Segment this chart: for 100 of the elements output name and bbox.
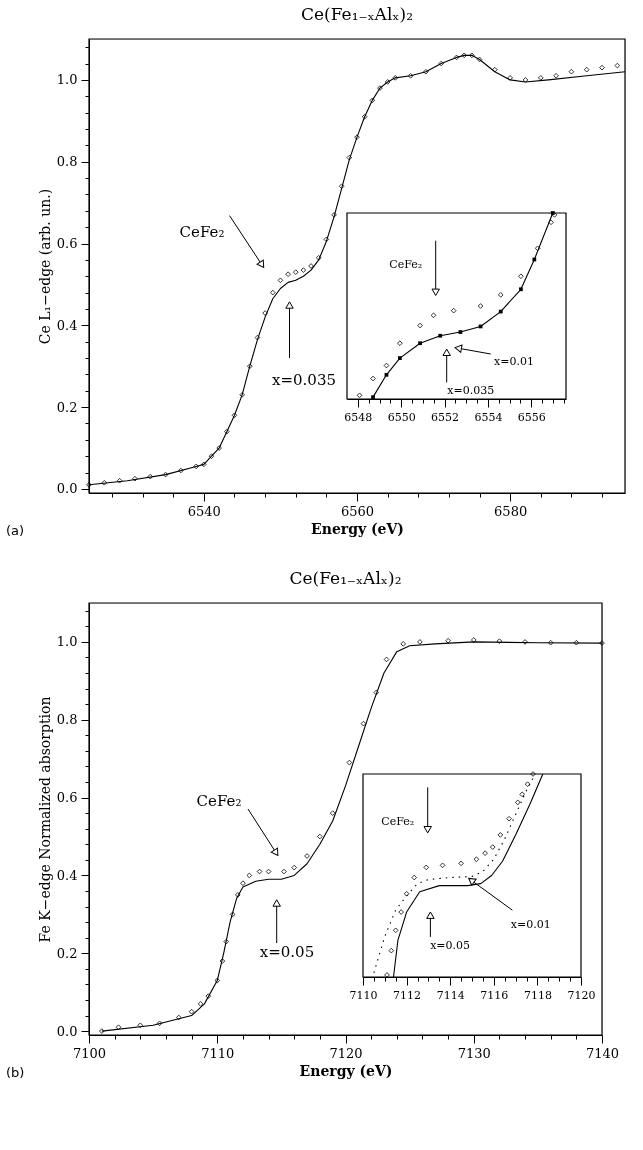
point — [240, 880, 246, 886]
annotation: x=0.01 — [494, 355, 534, 369]
point — [534, 245, 541, 252]
point — [477, 303, 484, 309]
point — [519, 791, 525, 798]
text: (b) — [6, 1065, 25, 1080]
y-tick-label: 0.4 — [56, 867, 78, 883]
y-tick-label: 0.2 — [56, 399, 78, 415]
x-tick-label: 6580 — [494, 503, 528, 519]
point — [400, 641, 406, 647]
x-tick-label: 6540 — [187, 503, 221, 519]
y-tick-label: 0.6 — [56, 790, 78, 806]
point — [383, 656, 390, 663]
point — [496, 638, 503, 644]
point — [331, 212, 337, 218]
point — [361, 113, 368, 120]
y-tick-label: 0.0 — [56, 1023, 78, 1039]
point — [384, 972, 390, 978]
point — [115, 1024, 122, 1030]
point — [300, 267, 307, 273]
x-axis-title: Energy (eV) — [299, 1062, 393, 1079]
point — [553, 73, 559, 79]
point — [423, 864, 429, 871]
point — [323, 236, 330, 243]
x-tick-label: 7116 — [480, 988, 509, 1002]
x-tick-label: 7112 — [393, 988, 422, 1002]
point — [411, 874, 417, 881]
y-tick-label: 1.0 — [56, 634, 78, 650]
point — [515, 799, 521, 806]
point — [354, 134, 360, 140]
point — [476, 56, 483, 63]
annotation: x=0.05 — [430, 938, 471, 952]
point — [176, 1014, 182, 1021]
point — [548, 219, 554, 226]
annotation: x=0.01 — [510, 918, 551, 932]
x-tick-label: 7120 — [329, 1045, 363, 1061]
point — [482, 850, 488, 856]
point — [201, 461, 207, 468]
point — [398, 356, 402, 360]
y-tick-label: 0.6 — [56, 236, 78, 251]
point — [373, 689, 380, 696]
point — [423, 68, 429, 75]
point — [247, 363, 253, 369]
point — [507, 75, 513, 81]
point — [398, 909, 404, 915]
point — [216, 445, 222, 451]
y-tick-label: 0.8 — [56, 154, 78, 170]
point — [530, 771, 536, 777]
point — [231, 412, 238, 419]
point — [469, 52, 475, 59]
x-tick-label: 7114 — [436, 988, 465, 1002]
point — [304, 853, 310, 859]
x-tick-label: 7118 — [523, 988, 552, 1002]
annotation: CeFe₂ — [389, 258, 423, 271]
point — [583, 66, 590, 73]
point — [453, 54, 460, 61]
point — [197, 1001, 204, 1007]
point — [524, 781, 531, 787]
point — [614, 62, 621, 69]
point — [291, 864, 297, 871]
point — [522, 639, 528, 645]
point — [403, 891, 410, 897]
point — [438, 60, 444, 67]
point — [224, 428, 230, 435]
point — [281, 868, 287, 875]
point — [471, 637, 477, 643]
x-tick-label: 7100 — [72, 1045, 107, 1061]
y-tick-label: 1.0 — [56, 72, 78, 88]
y-axis-title: Fe K−edge Normalized absorption — [36, 696, 53, 943]
x-tick-label: 6556 — [517, 410, 546, 424]
chart-title: Ce(Fe₁₋ₓAlₓ)₂ — [301, 4, 413, 25]
point — [229, 911, 236, 918]
point — [235, 892, 241, 898]
point — [239, 392, 245, 398]
point — [383, 362, 390, 369]
point — [492, 66, 498, 73]
point — [338, 183, 345, 189]
point — [377, 85, 383, 91]
point — [132, 475, 138, 482]
x-tick-label: 6554 — [474, 410, 503, 424]
annotation: x=0.035 — [447, 383, 495, 397]
point — [430, 312, 437, 319]
point — [293, 269, 299, 275]
point — [262, 310, 268, 316]
point — [461, 52, 467, 59]
point — [329, 810, 336, 816]
point — [308, 263, 314, 269]
point — [522, 77, 529, 83]
point — [388, 947, 395, 954]
annotation: CeFe₂ — [381, 815, 415, 828]
point — [137, 1022, 144, 1029]
text: (a) — [6, 523, 25, 538]
point — [256, 868, 263, 875]
point — [445, 638, 451, 644]
point — [317, 833, 323, 840]
point — [246, 872, 253, 879]
point — [99, 1028, 105, 1034]
x-tick-label: 6550 — [387, 410, 416, 424]
point — [506, 815, 512, 822]
point — [489, 844, 496, 850]
